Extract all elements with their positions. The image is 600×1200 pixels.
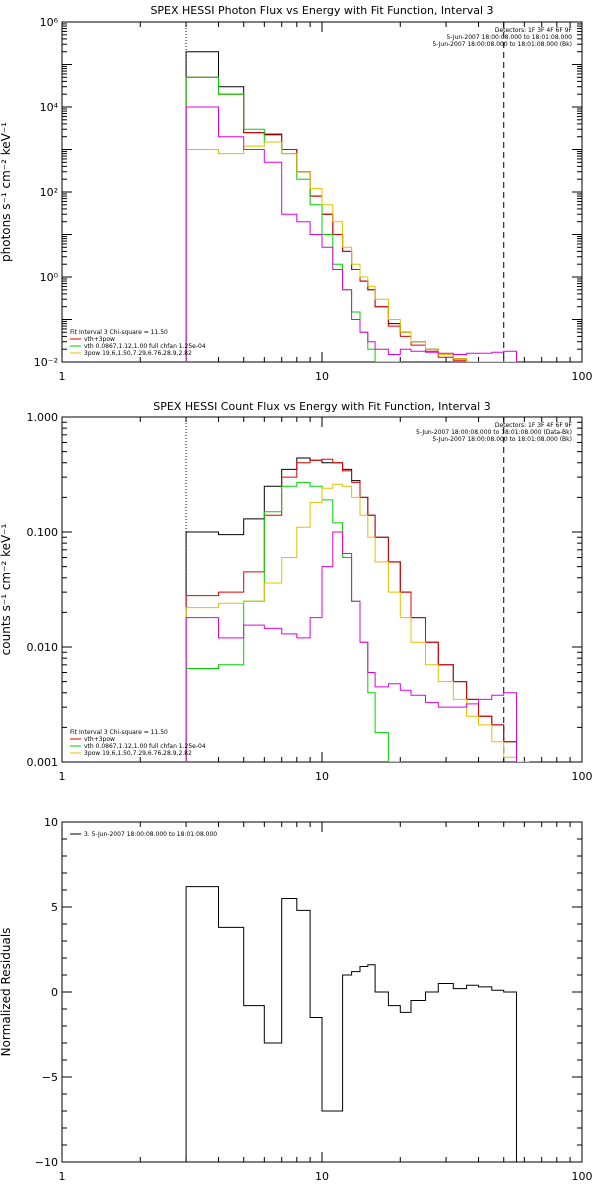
y-tick-label: 0.100: [27, 526, 59, 539]
x-tick-label: 1: [59, 1170, 66, 1183]
y-tick-label: 0: [51, 986, 58, 999]
y-tick-label: −5: [42, 1071, 58, 1084]
header-line: 5-Jun-2007 18:00:08.000 to 18:01:08.000 …: [416, 429, 572, 436]
legend-entry: vth 0.0867,1.12,1.00 full chfan 1.25e-04: [84, 343, 206, 350]
x-tick-label: 10: [315, 770, 329, 783]
y-tick-label: 1.000: [27, 411, 59, 424]
series-5-line: [185, 106, 517, 362]
series-4-line: [185, 483, 530, 762]
legend-entry: vth+3pow: [84, 736, 115, 743]
legend-entry: vth+3pow: [84, 336, 115, 343]
y-tick-label: 0.001: [27, 756, 59, 769]
y-tick-label: 10⁴: [40, 101, 59, 114]
x-tick-label: 100: [572, 1170, 593, 1183]
header-line: Detectors: 1F 3F 4F 6F 9F: [495, 27, 573, 34]
y-tick-label: 10²: [40, 186, 58, 199]
y-tick-label: −10: [35, 1156, 58, 1169]
y-tick-label: 10⁻²: [34, 356, 58, 369]
y-axis-label: photons s⁻¹ cm⁻² keV⁻¹: [0, 122, 13, 262]
y-tick-label: 5: [51, 901, 58, 914]
series-4-line: [185, 141, 517, 362]
x-tick-label: 1: [59, 770, 66, 783]
y-tick-label: 10: [44, 816, 58, 829]
y-tick-label: 10⁰: [40, 271, 59, 284]
x-tick-label: 100: [572, 370, 593, 383]
legend-entry: 3pow 19.6,1.50,7.29,6.76,28.9,2.82: [84, 750, 192, 757]
panel-2: SPEX HESSI Count Flux vs Energy with Fit…: [0, 400, 593, 783]
header-line: 5-Jun-2007 18:00:08.000 to 18:01:08.000 …: [432, 436, 572, 443]
panel-1: SPEX HESSI Photon Flux vs Energy with Fi…: [0, 4, 593, 383]
panel-3: 1 10 100 −10 −5 0 5 10 Normalized Residuals 3. 5-…: [0, 816, 593, 1183]
header-line: 5-Jun-2007 18:00:08.000 to 18:01:08.000: [447, 34, 573, 41]
x-tick-label: 10: [315, 1170, 329, 1183]
legend-entry: 3. 5-Jun-2007 18:00:08.000 to 18:01:08.0…: [84, 831, 217, 838]
y-tick-label: 10⁶: [40, 16, 59, 29]
series-5-line: [185, 531, 517, 762]
header-line: Detectors: 1F 3F 4F 6F 9F: [495, 422, 573, 429]
y-axis-label: Normalized Residuals: [0, 928, 13, 1057]
legend-entry: 3pow 19.6,1.50,7.29,6.76,28.9,2.82: [84, 350, 192, 357]
legend-entry: Fit Interval 3 Chi-square = 11.50: [70, 729, 168, 736]
series-1-line: [185, 886, 517, 1162]
x-tick-label: 10: [315, 370, 329, 383]
legend-entry: vth 0.0867,1.12,1.00 full chfan 1.25e-04: [84, 743, 206, 750]
x-tick-label: 1: [59, 370, 66, 383]
x-tick-label: 100: [572, 770, 593, 783]
chart-title: SPEX HESSI Photon Flux vs Energy with Fi…: [150, 4, 493, 17]
header-line: 5-Jun-2007 18:00:08.000 to 18:01:08.000 …: [432, 41, 572, 48]
chart-title: SPEX HESSI Count Flux vs Energy with Fit…: [153, 400, 490, 413]
y-axis-label: counts s⁻¹ cm⁻² keV⁻¹: [0, 523, 13, 655]
y-tick-label: 0.010: [27, 641, 59, 654]
legend-entry: Fit Interval 3 Chi-square = 11.50: [70, 329, 168, 336]
